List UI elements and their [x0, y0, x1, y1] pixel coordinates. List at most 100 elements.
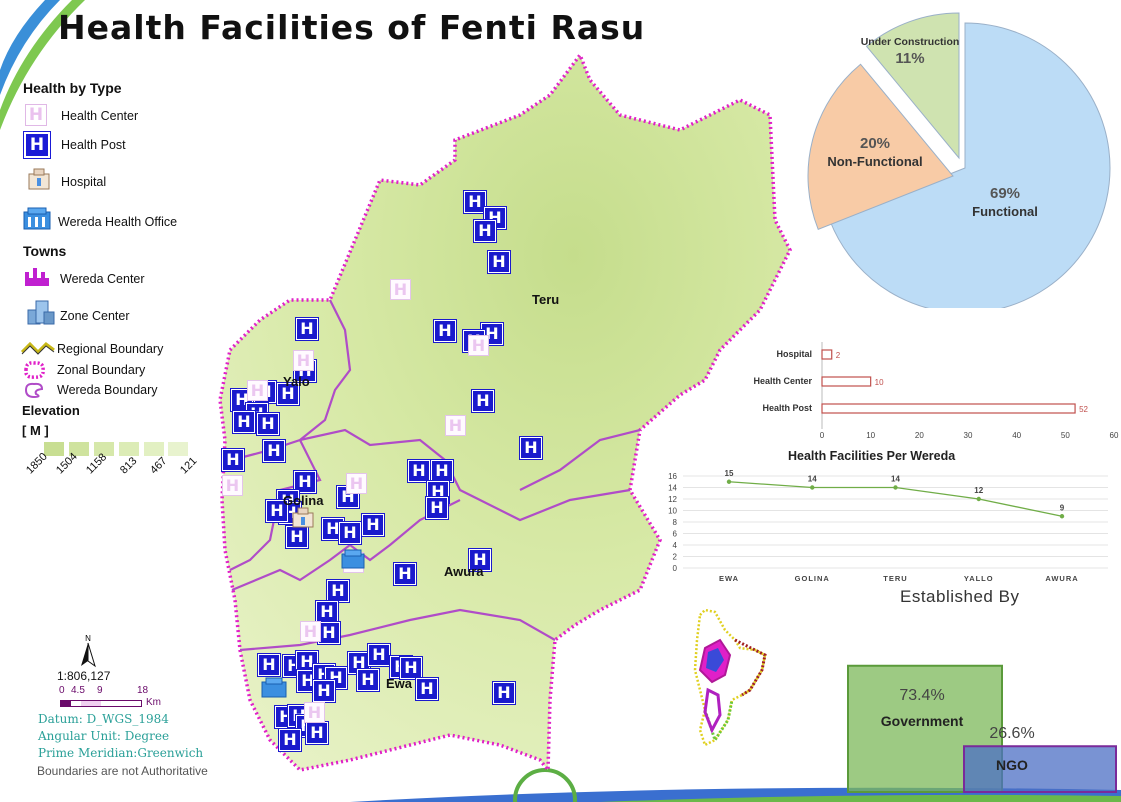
- bar-category-label: Health Post: [762, 403, 812, 413]
- zone-center-icon: [27, 300, 55, 325]
- north-arrow-icon: N: [81, 634, 96, 668]
- health-post-marker-icon[interactable]: H: [393, 562, 417, 586]
- line-point: [1059, 514, 1065, 519]
- health-post-marker-icon[interactable]: H: [232, 410, 256, 434]
- legend-heading-towns: Towns: [23, 243, 67, 259]
- wereda-health-office-icon[interactable]: [260, 676, 288, 698]
- line-chart-title: Health Facilities Per Wereda: [788, 449, 956, 463]
- health-post-marker-icon[interactable]: H: [315, 600, 339, 624]
- bar-data-label: 2: [836, 351, 841, 360]
- legend-heading-health: Health by Type: [23, 80, 122, 96]
- health-post-marker-icon[interactable]: H: [265, 499, 289, 523]
- health-post-marker-icon[interactable]: H: [471, 389, 495, 413]
- angular-unit-text: Angular Unit: Degree: [38, 729, 170, 743]
- health-post-marker-icon[interactable]: H: [425, 496, 449, 520]
- line-tick-label: 14: [668, 484, 677, 493]
- health-center-marker-icon[interactable]: H: [247, 380, 268, 401]
- health-post-marker-icon[interactable]: H: [317, 621, 341, 645]
- bar-chart-established-by: 73.4% Government 26.6% NGO: [847, 664, 1117, 793]
- legend-regional-boundary: Regional Boundary: [57, 342, 164, 356]
- pie-category-label: Functional: [972, 204, 1038, 219]
- scale-tick: 4.5: [71, 685, 85, 696]
- place-label-yalo: Yalo: [283, 374, 310, 389]
- elevation-unit: [ M ]: [22, 423, 49, 438]
- line-tick-label: 12: [668, 495, 677, 504]
- health-center-marker-icon[interactable]: H: [293, 350, 314, 371]
- health-post-marker-icon[interactable]: H: [468, 548, 492, 572]
- legend-wereda-health-office: Wereda Health Office: [58, 215, 178, 229]
- wereda-health-office-icon[interactable]: [340, 548, 366, 570]
- wereda-boundary-icon: [24, 382, 44, 399]
- pie-value-label: 20%: [860, 135, 890, 152]
- line-category-label: EWA: [719, 574, 739, 583]
- health-post-marker-icon[interactable]: H: [430, 459, 454, 483]
- health-post-marker-icon[interactable]: H: [399, 656, 423, 680]
- bar: [821, 403, 1076, 414]
- health-post-marker-icon[interactable]: H: [492, 681, 516, 705]
- health-post-marker-icon[interactable]: H: [463, 190, 487, 214]
- line-point: [893, 485, 898, 490]
- health-post-marker-icon[interactable]: H: [338, 521, 362, 545]
- overview-minimap: [693, 608, 767, 747]
- datum-text: Datum: D_WGS_1984: [38, 712, 169, 726]
- health-center-marker-icon[interactable]: H: [304, 702, 325, 723]
- hospital-icon: [28, 168, 50, 190]
- line-point: [976, 496, 981, 502]
- health-post-marker-icon[interactable]: H: [312, 679, 336, 703]
- health-post-marker-icon[interactable]: H: [276, 382, 300, 406]
- health-center-marker-icon[interactable]: H: [300, 621, 321, 642]
- regional-boundary-icon: [20, 341, 55, 355]
- established-by-title: Established By: [900, 587, 1020, 606]
- line-tick-label: 2: [673, 553, 678, 562]
- health-post-marker-icon[interactable]: H: [487, 250, 511, 274]
- health-post-marker-icon[interactable]: H: [356, 668, 380, 692]
- health-post-marker-icon[interactable]: H: [295, 317, 319, 341]
- health-center-marker-icon[interactable]: H: [346, 473, 367, 494]
- health-post-marker-icon[interactable]: H: [415, 677, 439, 701]
- health-post-marker-icon[interactable]: H: [262, 439, 286, 463]
- legend-hospital: Hospital: [61, 175, 107, 189]
- legend-wereda-center: Wereda Center: [60, 272, 145, 286]
- pie-value-label: 69%: [990, 185, 1020, 202]
- health-post-marker-icon[interactable]: H: [367, 643, 391, 667]
- health-post-icon: H: [23, 131, 51, 159]
- health-center-marker-icon[interactable]: H: [468, 335, 489, 356]
- legend-zonal-boundary: Zonal Boundary: [57, 363, 146, 377]
- bar-tick-label: 0: [820, 431, 825, 440]
- bar: [821, 376, 872, 387]
- health-post-marker-icon[interactable]: H: [278, 728, 302, 752]
- line-tick-label: 16: [668, 472, 677, 481]
- legend-heading-elevation: Elevation: [22, 403, 80, 418]
- health-post-marker-icon[interactable]: H: [257, 653, 281, 677]
- logo-ring: [513, 768, 577, 802]
- hospital-icon[interactable]: [290, 506, 316, 528]
- bar-tick-label: 30: [964, 431, 973, 440]
- established-value-label: 26.6%: [989, 725, 1034, 742]
- health-center-marker-icon[interactable]: H: [222, 475, 243, 496]
- pie-chart-functional-status: 69% Functional 20% Non-Functional 11% Under C…: [807, 12, 1111, 308]
- health-post-marker-icon[interactable]: H: [221, 448, 245, 472]
- line-category-label: TERU: [883, 574, 907, 583]
- line-data-label: 9: [1060, 503, 1065, 512]
- health-post-marker-icon[interactable]: H: [361, 513, 385, 537]
- line-category-label: GOLINA: [795, 574, 830, 583]
- pie-slice: [829, 22, 1111, 308]
- bar-data-label: 10: [875, 378, 884, 387]
- line-data-label: 14: [891, 475, 900, 484]
- health-post-marker-icon[interactable]: H: [519, 436, 543, 460]
- health-post-marker-icon[interactable]: H: [293, 470, 317, 494]
- health-post-marker-icon[interactable]: H: [285, 525, 309, 549]
- bar-tick-label: 40: [1012, 431, 1021, 440]
- health-post-marker-icon[interactable]: H: [326, 579, 350, 603]
- health-center-marker-icon[interactable]: H: [445, 415, 466, 436]
- health-post-marker-icon[interactable]: H: [473, 219, 497, 243]
- health-post-marker-icon[interactable]: H: [407, 459, 431, 483]
- line-data-label: 14: [808, 475, 817, 484]
- health-post-marker-icon[interactable]: H: [305, 721, 329, 745]
- health-post-marker-icon[interactable]: H: [321, 517, 345, 541]
- health-post-marker-icon[interactable]: H: [256, 412, 280, 436]
- bar-data-label: 52: [1079, 405, 1088, 414]
- health-center-marker-icon[interactable]: H: [390, 279, 411, 300]
- pie-value-label: 11%: [895, 50, 924, 67]
- health-post-marker-icon[interactable]: H: [433, 319, 457, 343]
